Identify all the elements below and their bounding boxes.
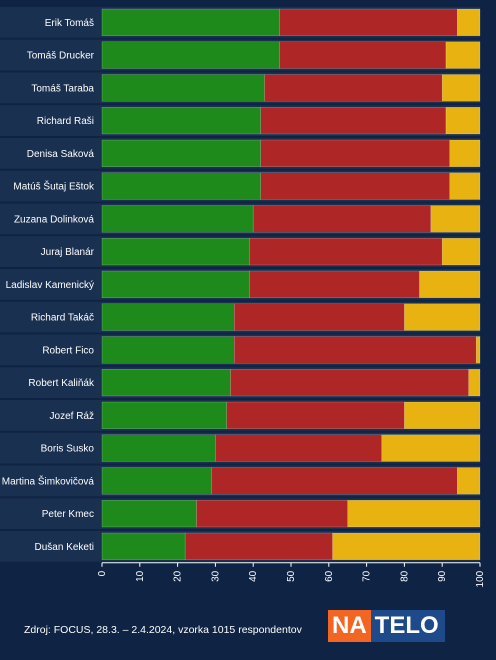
- bar-segment: [445, 107, 481, 135]
- category-label: Zuzana Dolinková: [14, 214, 94, 225]
- bar-segment: [249, 238, 443, 266]
- logo-telo: TELO: [370, 610, 445, 642]
- bar-segment: [196, 500, 348, 528]
- category-label: Jozef Ráž: [50, 411, 94, 422]
- category-label: Erik Tomáš: [45, 18, 94, 29]
- bar-segment: [441, 74, 481, 102]
- category-label: Juraj Blanár: [41, 247, 95, 258]
- stacked-bar-chart: Erik Tomáš Tomáš Drucker Tomáš Taraba Richa…: [0, 7, 486, 587]
- logo-na: NA: [328, 610, 371, 642]
- bar-segment: [430, 205, 481, 233]
- bar-segment: [264, 74, 443, 102]
- bar-segment: [101, 41, 280, 69]
- category-label: Tomáš Taraba: [31, 83, 94, 94]
- bar-segment: [249, 270, 420, 298]
- bar-segment: [101, 205, 254, 233]
- bar-segment: [260, 139, 451, 167]
- bar-segment: [234, 336, 477, 364]
- bar-segment: [101, 270, 250, 298]
- bar-segment: [449, 139, 481, 167]
- natelo-logo: NA TELO: [328, 610, 445, 642]
- bar-segment: [419, 270, 481, 298]
- category-label: Peter Kmec: [42, 509, 94, 520]
- bar-segment: [441, 238, 481, 266]
- bar-segment: [101, 434, 216, 462]
- x-tick-label: 90: [437, 570, 448, 582]
- bar-segment: [347, 500, 481, 528]
- bar-segment: [101, 107, 262, 135]
- category-label: Tomáš Drucker: [27, 51, 95, 62]
- x-tick-label: 20: [173, 570, 184, 582]
- bar-segment: [101, 369, 231, 397]
- category-label: Richard Raši: [37, 116, 94, 127]
- bar-segment: [211, 467, 458, 495]
- bar-segment: [101, 74, 265, 102]
- bar-segment: [457, 8, 481, 36]
- category-label: Robert Kaliňák: [28, 378, 95, 389]
- source-note: Zdroj: FOCUS, 28.3. – 2.4.2024, vzorka 1…: [24, 624, 302, 636]
- bar-segment: [101, 336, 235, 364]
- x-tick-label: 40: [248, 570, 259, 582]
- category-label: Boris Susko: [41, 444, 95, 455]
- bar-segment: [457, 467, 481, 495]
- bar-segment: [230, 369, 469, 397]
- x-tick-label: 80: [399, 570, 410, 582]
- x-tick-label: 0: [97, 570, 108, 576]
- bar-segment: [252, 205, 432, 233]
- category-label: Robert Fico: [42, 345, 94, 356]
- bar-segment: [449, 172, 481, 200]
- bar-segment: [404, 303, 481, 331]
- category-label: Richard Takáč: [31, 313, 94, 324]
- bar-segment: [101, 500, 197, 528]
- x-tick-label: 70: [362, 570, 373, 582]
- bar-segment: [101, 532, 186, 560]
- bar-segment: [260, 172, 451, 200]
- bar-segment: [234, 303, 405, 331]
- bar-segment: [468, 369, 481, 397]
- category-label: Martina Šimkovičová: [2, 474, 95, 487]
- x-tick-label: 60: [324, 570, 335, 582]
- bar-segment: [101, 401, 227, 429]
- bar-segment: [101, 238, 250, 266]
- bar-segment: [381, 434, 481, 462]
- bar-segment: [404, 401, 481, 429]
- category-label: Matúš Šutaj Eštok: [13, 180, 95, 193]
- bar-segment: [475, 336, 481, 364]
- category-label: Dušan Keketi: [35, 542, 94, 553]
- bar-segment: [101, 139, 262, 167]
- bar-segment: [279, 41, 447, 69]
- chart: Erik Tomáš Tomáš Drucker Tomáš Taraba Richa…: [0, 7, 486, 587]
- x-tick-label: 30: [210, 570, 221, 582]
- x-tick-label: 50: [286, 570, 297, 582]
- bar-segment: [279, 8, 458, 36]
- bar-segment: [101, 8, 280, 36]
- bar-segment: [101, 172, 262, 200]
- bar-segment: [215, 434, 382, 462]
- x-tick-label: 100: [475, 570, 486, 587]
- bar-segment: [184, 532, 333, 560]
- category-label: Ladislav Kamenický: [6, 280, 94, 291]
- bar-segment: [332, 532, 481, 560]
- bar-segment: [226, 401, 405, 429]
- bar-segment: [445, 41, 481, 69]
- bar-segment: [260, 107, 447, 135]
- bar-segment: [101, 467, 212, 495]
- x-tick-label: 10: [135, 570, 146, 582]
- bar-segment: [101, 303, 235, 331]
- category-label: Denisa Saková: [27, 149, 95, 160]
